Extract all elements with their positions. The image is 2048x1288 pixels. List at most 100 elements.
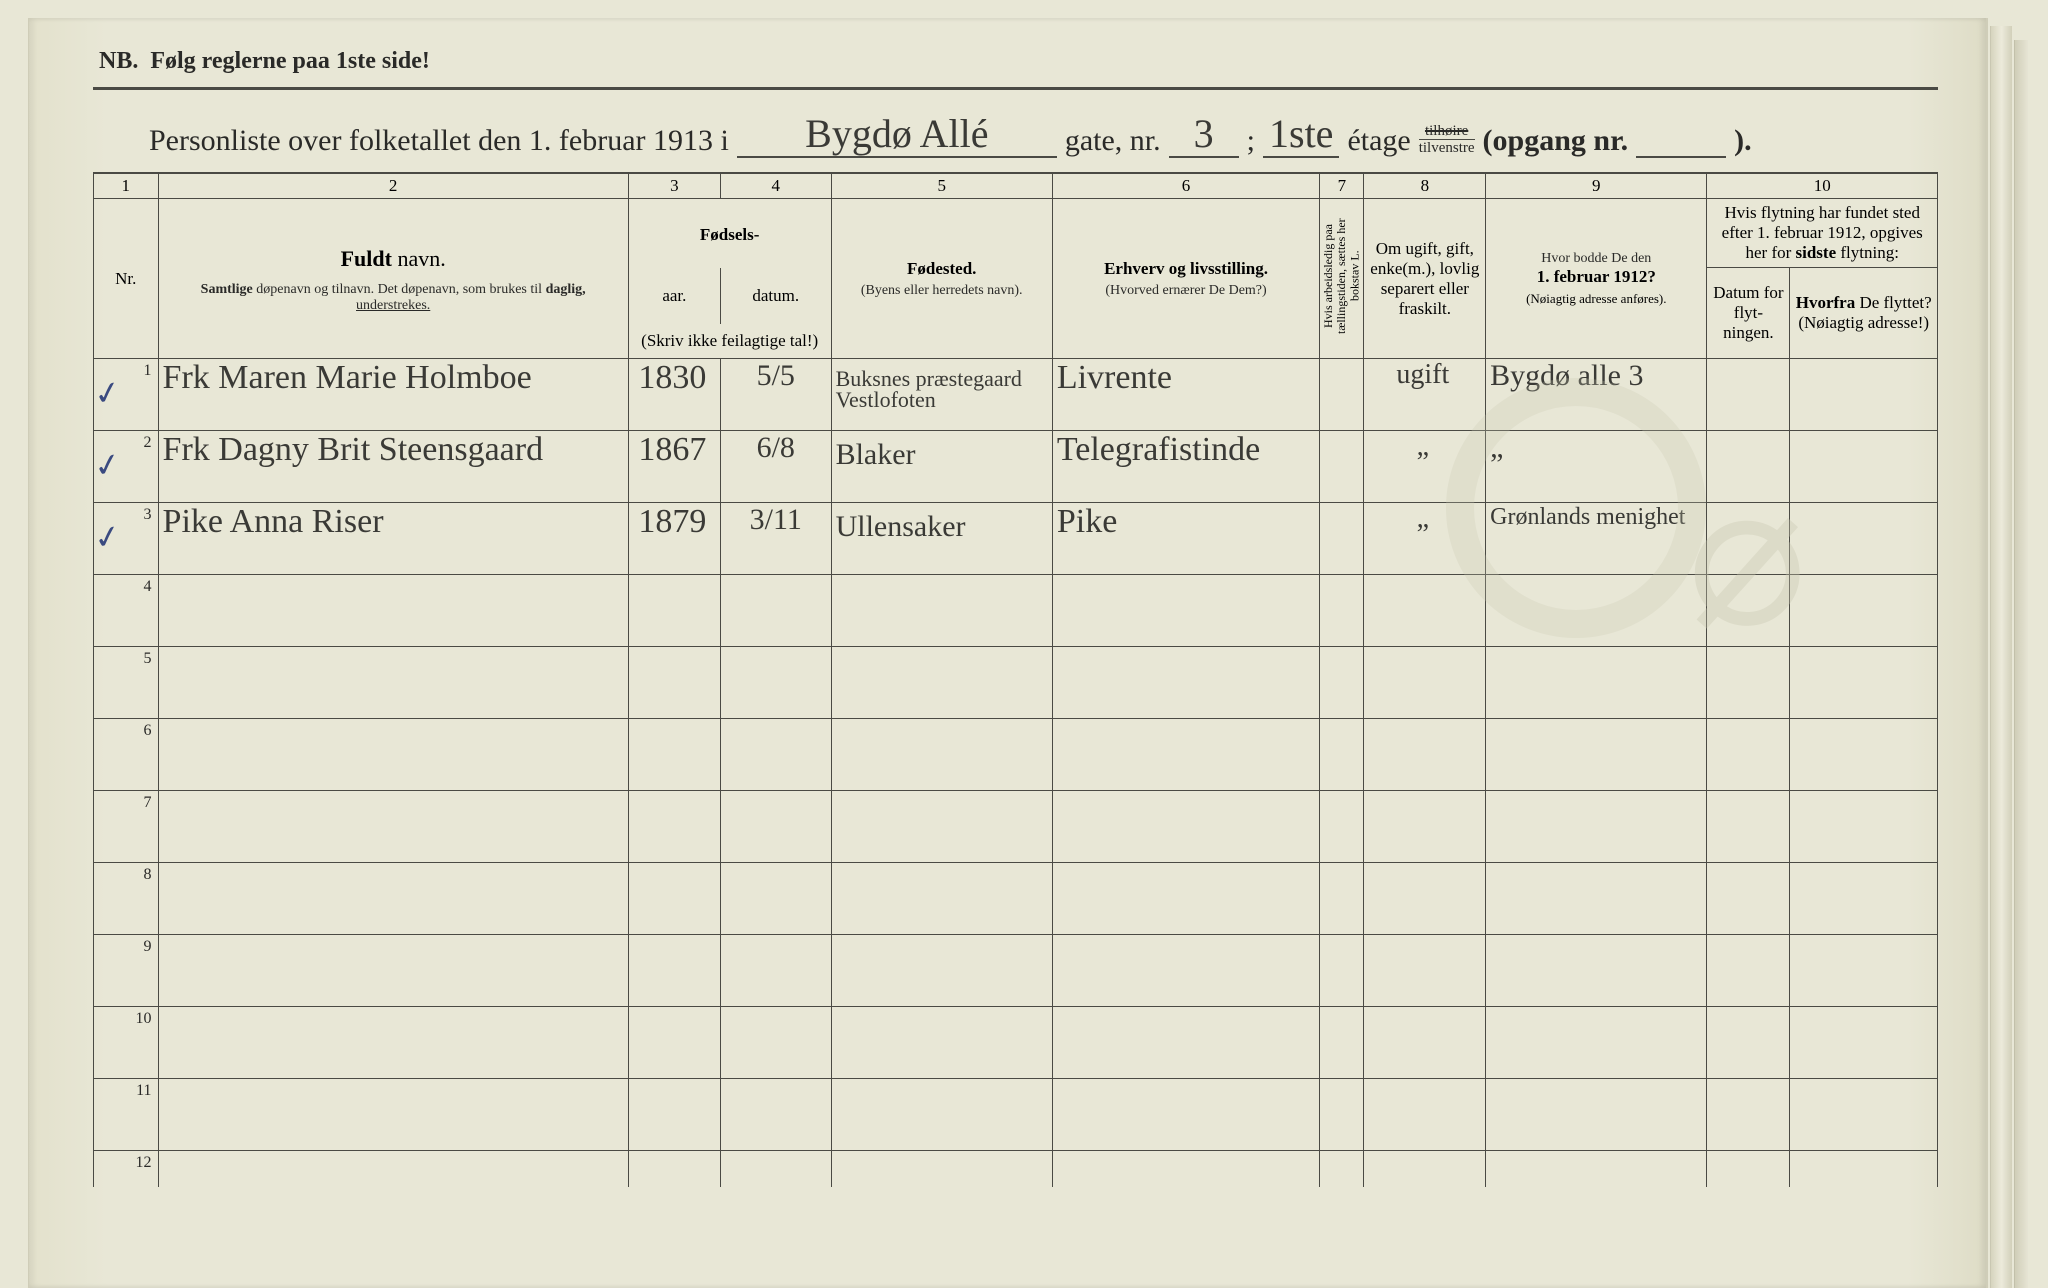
cell-occupation: Pike [1052, 503, 1319, 575]
cell-col7 [1320, 1007, 1364, 1079]
cell-addr1912 [1486, 647, 1707, 719]
cell-nr: 11 [94, 1079, 159, 1151]
cell-name: Frk Maren Marie Holmboe [158, 359, 628, 431]
cell-occupation [1052, 575, 1319, 647]
hdr-nr: Nr. [94, 199, 159, 359]
cell-nr: 5 [94, 647, 159, 719]
table-row: 1✓Frk Maren Marie Holmboe18305/5Buksnes … [94, 359, 1938, 431]
t: sidste [1796, 243, 1837, 262]
cell-occupation [1052, 719, 1319, 791]
cell-move-from [1790, 863, 1938, 935]
cell-year [628, 647, 720, 719]
cell-date [720, 791, 831, 863]
cell-name [158, 575, 628, 647]
cell-date [720, 1007, 831, 1079]
cell-year [628, 575, 720, 647]
cell-year [628, 1007, 720, 1079]
scan-surface: ⌀ NB. Følg reglerne paa 1ste side! Perso… [0, 0, 2048, 1288]
cell-move-from [1790, 575, 1938, 647]
label-gate: gate, nr. [1065, 124, 1161, 158]
table-row: 9 [94, 935, 1938, 1007]
cell-birthplace [831, 1079, 1052, 1151]
cell-status [1364, 791, 1486, 863]
table-header: 1 2 3 4 5 6 7 8 9 10 Nr. Fuldt [94, 174, 1938, 359]
table-row: 4 [94, 575, 1938, 647]
fillin-street: Bygdø Allé [737, 114, 1057, 158]
cell-col7 [1320, 719, 1364, 791]
cell-move-date [1707, 431, 1790, 503]
hdr-occupation: Erhverv og livsstilling. (Hvorved ernære… [1052, 199, 1319, 359]
hdr-birthplace: Fødested. (Byens eller herredets navn). [831, 199, 1052, 359]
cell-name [158, 863, 628, 935]
cell-birthplace [831, 863, 1052, 935]
table-row: 2✓Frk Dagny Brit Steensgaard18676/8Blake… [94, 431, 1938, 503]
cell-occupation: Telegrafistinde [1052, 431, 1319, 503]
cell-nr: 4 [94, 575, 159, 647]
census-table: 1 2 3 4 5 6 7 8 9 10 Nr. Fuldt [93, 173, 1938, 1187]
label-opgang-open: (opgang nr. [1483, 124, 1629, 158]
cell-date [720, 863, 831, 935]
cell-addr1912 [1486, 575, 1707, 647]
cell-year [628, 719, 720, 791]
hdr-birth-note: (Skriv ikke feilagtige tal!) [628, 324, 831, 359]
cell-birthplace [831, 1007, 1052, 1079]
cell-move-from [1790, 431, 1938, 503]
cell-occupation [1052, 863, 1319, 935]
label-etage: étage [1347, 124, 1410, 158]
t: daglig, [546, 282, 586, 297]
cell-date [720, 575, 831, 647]
hdr-move-date: Datum for flyt-ningen. [1707, 268, 1790, 359]
side-options: tilhøire tilvenstre [1419, 124, 1475, 158]
hdr-birth-group: Fødsels- [628, 199, 831, 268]
cell-col7 [1320, 791, 1364, 863]
cell-col7 [1320, 1079, 1364, 1151]
cell-move-date [1707, 935, 1790, 1007]
cell-year [628, 791, 720, 863]
hdr-name-bold: Fuldt [341, 246, 392, 271]
t: døpenavn og tilnavn. Det døpenavn, som b… [256, 282, 542, 297]
t: Hvor bodde De den [1492, 251, 1700, 267]
cell-addr1912: „ [1486, 431, 1707, 503]
title-line: Personliste over folketallet den 1. febr… [93, 96, 1938, 172]
notice-prefix: NB. [99, 48, 138, 74]
t: Fødsels- [700, 225, 760, 244]
cell-move-date [1707, 791, 1790, 863]
table-row: 10 [94, 1007, 1938, 1079]
cell-name [158, 1007, 628, 1079]
check-mark-icon: ✓ [91, 519, 123, 555]
hdr-status: Om ugift, gift, enke(m.), lovlig separer… [1364, 199, 1486, 359]
cell-move-from [1790, 647, 1938, 719]
hdr-date: datum. [720, 268, 831, 324]
cell-nr: 10 [94, 1007, 159, 1079]
cell-nr: 8 [94, 863, 159, 935]
cell-birthplace [831, 575, 1052, 647]
cell-move-from [1790, 719, 1938, 791]
cell-col7 [1320, 359, 1364, 431]
cell-date [720, 647, 831, 719]
cell-status: „ [1364, 503, 1486, 575]
cell-date [720, 935, 831, 1007]
table-row: 5 [94, 647, 1938, 719]
cell-date [720, 1079, 831, 1151]
colnum: 8 [1364, 174, 1486, 199]
t: 1. februar 1912? [1537, 267, 1656, 286]
colnum: 1 [94, 174, 159, 199]
cell-col7 [1320, 1151, 1364, 1187]
cell-status [1364, 863, 1486, 935]
page-edge [1990, 26, 2012, 1288]
cell-move-from [1790, 359, 1938, 431]
side-option-struck: tilhøire [1425, 124, 1468, 139]
page-edge [2014, 40, 2028, 1288]
cell-date: 5/5 [720, 359, 831, 431]
hdr-move-from: Hvorfra De flyttet? (Nøiagtig adresse!) [1790, 268, 1938, 359]
hdr-name: Fuldt navn. Samtlige døpenavn og tilnavn… [158, 199, 628, 359]
cell-status: ugift [1364, 359, 1486, 431]
cell-occupation [1052, 791, 1319, 863]
cell-move-from [1790, 935, 1938, 1007]
cell-move-date [1707, 1151, 1790, 1187]
cell-move-from [1790, 503, 1938, 575]
cell-move-from [1790, 791, 1938, 863]
cell-nr: 6 [94, 719, 159, 791]
cell-name [158, 791, 628, 863]
t: Hvis arbeidsledig paa tællingstiden, sæt… [1322, 201, 1362, 351]
